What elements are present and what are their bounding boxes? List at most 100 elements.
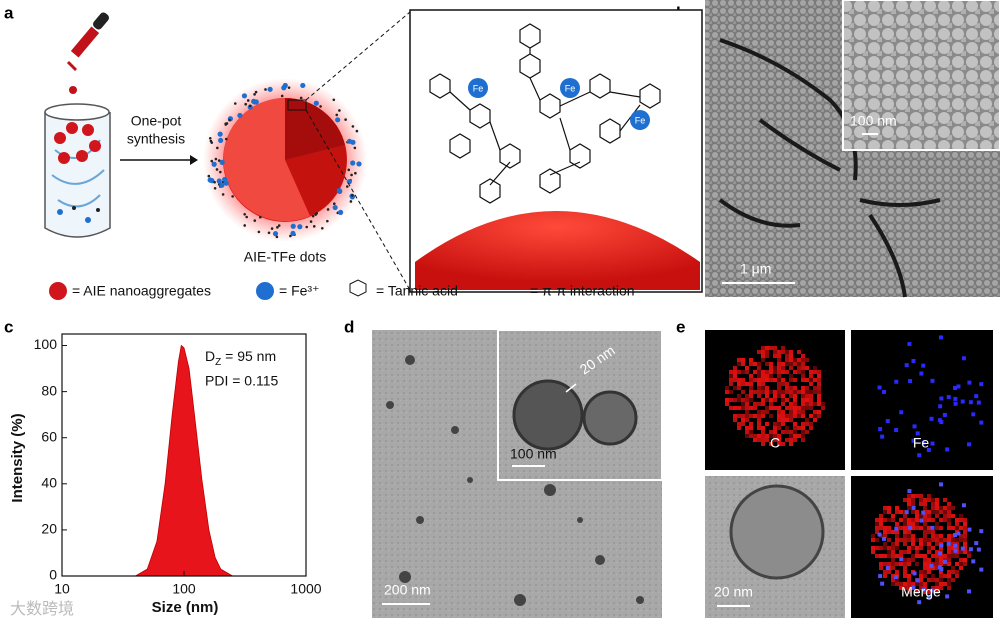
c-pixel [789,418,793,422]
fe-pixel [899,410,904,415]
c-pixel [797,350,801,354]
c-pixel [883,546,887,550]
c-pixel [781,346,785,350]
c-pixel [915,554,919,558]
c-pixel [895,522,899,526]
c-pixel [927,514,931,518]
fe-pixel [882,536,887,541]
c-pixel [919,526,923,530]
fe-pixel [974,541,979,546]
c-pixel [797,362,801,366]
fe-pixel [877,385,882,390]
c-pixel [773,398,777,402]
c-pixel [943,518,947,522]
c-pixel [797,410,801,414]
surface-dot [315,211,319,215]
c-pixel [887,538,891,542]
c-pixel [935,558,939,562]
fe-pixel [953,401,958,406]
c-pixel [927,566,931,570]
c-pixel [781,390,785,394]
c-pixel [785,350,789,354]
tem-particle [729,484,825,580]
c-pixel [737,370,741,374]
c-pixel [785,418,789,422]
surface-dot [311,214,315,218]
c-pixel [939,582,943,586]
c-pixel [915,546,919,550]
c-pixel [935,538,939,542]
fe-pixel [878,427,883,432]
c-pixel [777,438,781,442]
c-pixel [939,574,943,578]
c-pixel [749,390,753,394]
c-pixel [963,530,967,534]
c-pixel [947,574,951,578]
y-tick-label: 40 [41,475,57,491]
c-pixel [919,546,923,550]
c-pixel [797,358,801,362]
x-tick-label: 1000 [290,581,321,597]
fe-pixel [961,503,966,508]
c-pixel [757,418,761,422]
fe-pixel [967,442,972,447]
c-pixel [891,574,895,578]
c-pixel [935,502,939,506]
c-pixel [757,378,761,382]
c-pixel [919,502,923,506]
c-pixel [733,418,737,422]
c-pixel [765,378,769,382]
c-pixel [773,354,777,358]
c-pixel [801,410,805,414]
c-pixel [911,582,915,586]
c-pixel [923,582,927,586]
c-pixel [943,582,947,586]
annotation: DZ = 95 nm [205,348,276,368]
c-pixel [813,402,817,406]
c-pixel [749,426,753,430]
c-pixel [773,438,777,442]
c-pixel [887,550,891,554]
surface-dot [344,118,347,121]
c-pixel [745,382,749,386]
c-pixel [951,538,955,542]
legend-label: = AIE nanoaggregates [72,283,211,299]
c-pixel [761,414,765,418]
fe-pixel [911,438,916,443]
c-pixel [935,582,939,586]
c-pixel [753,362,757,366]
c-pixel [809,394,813,398]
fe-pixel [894,526,899,531]
c-pixel [947,558,951,562]
c-pixel [963,522,967,526]
c-pixel [891,566,895,570]
c-pixel [923,526,927,530]
c-pixel [907,498,911,502]
c-pixel [789,402,793,406]
c-pixel [769,378,773,382]
c-pixel [919,494,923,498]
c-pixel [761,410,765,414]
c-pixel [903,574,907,578]
c-pixel [745,394,749,398]
map-label: C [770,435,780,451]
c-pixel [955,546,959,550]
c-pixel [963,518,967,522]
c-pixel [939,554,943,558]
surface-dot [350,173,353,177]
legend-label: = Fe³⁺ [279,283,319,299]
c-pixel [801,362,805,366]
surface-dot [337,188,343,194]
c-pixel [725,398,729,402]
c-pixel [793,426,797,430]
c-pixel [789,442,793,446]
c-pixel [797,370,801,374]
c-pixel [919,586,923,590]
surface-dot [207,174,211,178]
c-pixel [899,550,903,554]
c-pixel [907,538,911,542]
fe-pixel [930,441,935,446]
surface-dot [210,159,214,163]
fe-pixel [912,571,917,576]
c-pixel [923,562,927,566]
